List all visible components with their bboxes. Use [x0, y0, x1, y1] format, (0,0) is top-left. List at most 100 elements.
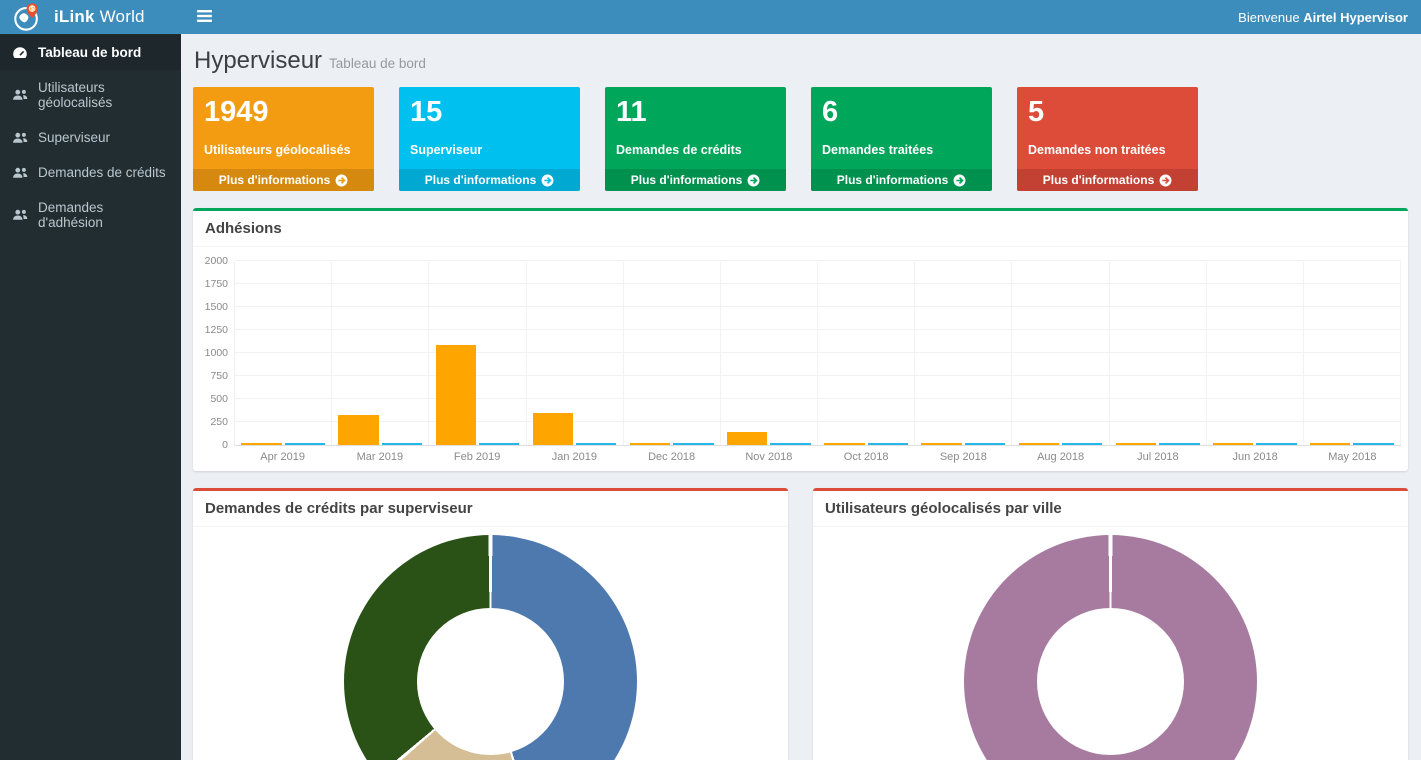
page-title: Hyperviseur [194, 47, 323, 74]
bar [867, 443, 908, 445]
bar-group [429, 262, 527, 445]
main-area: Bienvenue Airtel Hypervisor Hyperviseur T… [181, 0, 1421, 760]
sidebar-item-label: Tableau de bord [38, 45, 142, 60]
welcome-user-link[interactable]: Bienvenue Airtel Hypervisor [1238, 10, 1408, 25]
more-info-label: Plus d'informations [630, 173, 743, 187]
bar-group [1207, 262, 1304, 445]
bar [824, 443, 865, 445]
hamburger-icon [197, 9, 212, 25]
arrow-right-circle-icon [747, 174, 760, 187]
stat-card-superviseur: 15 Superviseur Plus d'informations [399, 87, 580, 191]
y-axis-tick-label: 500 [210, 393, 228, 405]
dashboard-gauge-icon [12, 46, 28, 60]
donut-wrap [193, 527, 788, 760]
adhesions-panel: Adhésions 0 250 500 750 1000 1250 1500 1750 2000… [193, 208, 1408, 471]
bar-chart-plot-column: Apr 2019 Mar 2019 Feb 2019 Jan 2019 Dec 2018… [234, 260, 1402, 463]
stat-card-value: 6 [822, 96, 839, 128]
bar-group [1304, 262, 1402, 445]
bar [435, 345, 476, 445]
bar [1115, 443, 1157, 445]
stat-card-body: 15 Superviseur [399, 87, 580, 166]
users-by-city-donut-chart [964, 535, 1257, 760]
bar [478, 443, 520, 445]
bar [673, 443, 714, 445]
bar [1256, 443, 1297, 445]
bar [1159, 443, 1200, 445]
stat-card-utilisateurs-geolocalises: 1949 Utilisateurs géolocalisés Plus d'in… [193, 87, 374, 191]
donut-wrap [813, 527, 1408, 760]
stat-card-body: 6 Demandes traitées [811, 87, 992, 166]
bar [1212, 443, 1254, 445]
bar-group [624, 262, 721, 445]
adhesions-panel-title: Adhésions [193, 211, 1408, 247]
brand-name: iLink World [54, 7, 145, 26]
x-axis-label: Nov 2018 [745, 451, 793, 463]
users-by-city-panel: Utilisateurs géolocalisés par ville [813, 488, 1408, 760]
bar-group [818, 262, 916, 445]
y-axis-tick-label: 1750 [204, 278, 228, 290]
donut-charts-row: Demandes de crédits par superviseur Util… [193, 471, 1408, 760]
top-navbar: Bienvenue Airtel Hypervisor [181, 0, 1421, 34]
stat-card-demandes-de-credits: 11 Demandes de crédits Plus d'informatio… [605, 87, 786, 191]
bar [576, 443, 617, 445]
sidebar-item-label: Demandes de crédits [38, 165, 166, 180]
bar-chart-plot [234, 260, 1402, 446]
sidebar-toggle-button[interactable] [194, 6, 215, 29]
stat-card-more-info-link[interactable]: Plus d'informations [193, 169, 374, 191]
sidebar-item-demandes-de-credits[interactable]: Demandes de crédits [0, 155, 181, 190]
stat-card-body: 11 Demandes de crédits [605, 87, 786, 166]
adhesions-bar-chart: 0 250 500 750 1000 1250 1500 1750 2000 Apr 2019 M… [193, 247, 1408, 471]
x-axis-label: May 2018 [1328, 451, 1377, 463]
more-info-label: Plus d'informations [218, 173, 331, 187]
y-axis-tick-label: 1500 [204, 301, 228, 313]
bar [241, 443, 282, 445]
more-info-label: Plus d'informations [836, 173, 949, 187]
x-axis-label: Aug 2018 [1037, 451, 1085, 463]
sidebar-item-label: Superviseur [38, 130, 111, 145]
sidebar-item-tableau-de-bord[interactable]: Tableau de bord [0, 35, 181, 70]
sidebar-item-utilisateurs-geolocalises[interactable]: Utilisateurs géolocalisés [0, 70, 181, 120]
bar-group [332, 262, 430, 445]
y-axis-tick-label: 2000 [204, 255, 228, 267]
sidebar-item-demandes-adhesion[interactable]: Demandes d'adhésion [0, 190, 181, 240]
page-header: Hyperviseur Tableau de bord [193, 34, 1408, 87]
x-axis-label: Sep 2018 [939, 451, 987, 463]
bar [1310, 443, 1351, 445]
globe-pin-logo-icon: $ [12, 2, 42, 32]
stat-card-demandes-traitees: 6 Demandes traitées Plus d'informations [811, 87, 992, 191]
stat-card-value: 15 [410, 96, 443, 128]
y-axis-tick-label: 1000 [204, 347, 228, 359]
stat-card-label: Demandes traitées [822, 143, 934, 158]
brand-link[interactable]: $ iLink World [0, 0, 181, 34]
users-by-city-title: Utilisateurs géolocalisés par ville [813, 491, 1408, 527]
bar [770, 443, 811, 445]
y-axis-tick-label: 1250 [204, 324, 228, 336]
donut-hole [1037, 608, 1184, 755]
gridline [235, 260, 1401, 261]
stat-card-more-info-link[interactable]: Plus d'informations [811, 169, 992, 191]
stat-card-demandes-non-traitees: 5 Demandes non traitées Plus d'informati… [1017, 87, 1198, 191]
x-axis-label: Jul 2018 [1137, 451, 1179, 463]
bar [1353, 443, 1394, 445]
stat-card-more-info-link[interactable]: Plus d'informations [399, 169, 580, 191]
arrow-right-circle-icon [1159, 174, 1172, 187]
donut-hole [417, 608, 564, 755]
stat-card-more-info-link[interactable]: Plus d'informations [1017, 169, 1198, 191]
x-axis-label: Jun 2018 [1232, 451, 1278, 463]
bar-group [1012, 262, 1110, 445]
credits-by-supervisor-donut-chart [344, 535, 637, 760]
sidebar-item-superviseur[interactable]: Superviseur [0, 120, 181, 155]
stat-cards-row: 1949 Utilisateurs géolocalisés Plus d'in… [193, 87, 1408, 191]
arrow-right-circle-icon [335, 174, 348, 187]
sidebar-item-label: Utilisateurs géolocalisés [38, 80, 113, 110]
x-axis-label: Jan 2019 [551, 451, 597, 463]
arrow-right-circle-icon [953, 174, 966, 187]
bar-chart-y-axis: 0 250 500 750 1000 1250 1500 1750 2000 [202, 255, 234, 451]
bar [629, 443, 671, 445]
stat-card-more-info-link[interactable]: Plus d'informations [605, 169, 786, 191]
stat-card-label: Utilisateurs géolocalisés [204, 143, 351, 158]
bar [921, 443, 962, 445]
stat-card-value: 11 [616, 96, 647, 128]
bar [284, 443, 325, 445]
bar [1061, 443, 1103, 445]
